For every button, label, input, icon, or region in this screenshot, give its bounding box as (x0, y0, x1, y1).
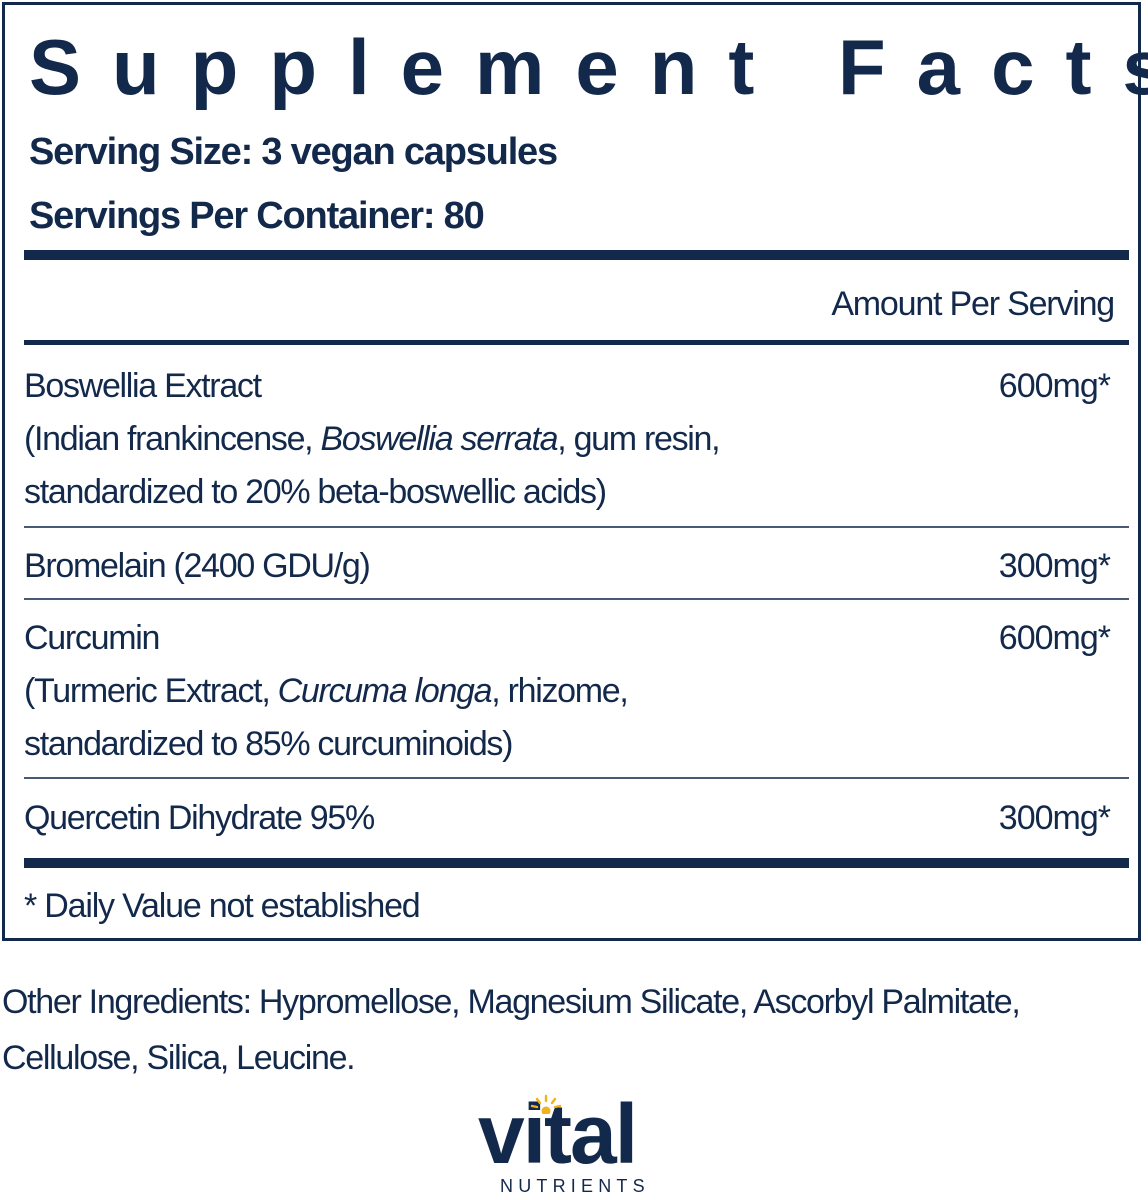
ingredient-name: Bromelain (2400 GDU/g) (24, 547, 371, 585)
ingredient-row: Curcumin (Turmeric Extract, Curcuma long… (24, 612, 924, 771)
column-header-divider (24, 340, 1129, 345)
ingredient-amount: 600mg* (998, 367, 1111, 405)
brand-logo: vital NUTRIENTS (478, 1092, 678, 1198)
servings-per-container: Servings Per Container: 80 (29, 195, 485, 237)
ingredient-amount: 300mg* (998, 799, 1111, 837)
serving-size: Serving Size: 3 vegan capsules (29, 131, 558, 173)
ingredient-name: Curcumin (24, 619, 160, 657)
supplement-facts-panel: Supplement Facts Serving Size: 3 vegan c… (2, 2, 1148, 941)
ingredient-row: Bromelain (2400 GDU/g) (24, 540, 924, 593)
ingredient-row: Boswellia Extract (Indian frankincense, … (24, 360, 924, 519)
other-ingredients: Other Ingredients: Hypromellose, Magnesi… (2, 974, 1142, 1086)
ingredient-name: Quercetin Dihydrate 95% (24, 799, 375, 837)
other-ingredients-line: Other Ingredients: Hypromellose, Magnesi… (2, 983, 1021, 1021)
supplement-facts-title: Supplement Facts (29, 23, 1148, 111)
ingredient-description: (Indian frankincense, Boswellia serrata,… (24, 420, 721, 458)
row-divider (24, 526, 1129, 528)
amount-per-serving-header: Amount Per Serving (831, 285, 1115, 323)
brand-subtitle: NUTRIENTS (500, 1176, 650, 1196)
sun-icon (530, 1094, 562, 1114)
ingredient-description: standardized to 85% curcuminoids) (24, 725, 513, 763)
row-divider (24, 777, 1129, 779)
footer-divider (24, 858, 1129, 868)
ingredient-amount: 600mg* (998, 619, 1111, 657)
daily-value-footnote: * Daily Value not established (24, 887, 421, 925)
ingredient-description: (Turmeric Extract, Curcuma longa, rhizom… (24, 672, 629, 710)
ingredient-amount: 300mg* (998, 547, 1111, 585)
header-divider (24, 250, 1129, 260)
ingredient-description: standardized to 20% beta-boswellic acids… (24, 473, 607, 511)
ingredient-name: Boswellia Extract (24, 367, 262, 405)
row-divider (24, 598, 1129, 600)
other-ingredients-line: Cellulose, Silica, Leucine. (2, 1039, 356, 1077)
ingredient-row: Quercetin Dihydrate 95% (24, 792, 924, 845)
